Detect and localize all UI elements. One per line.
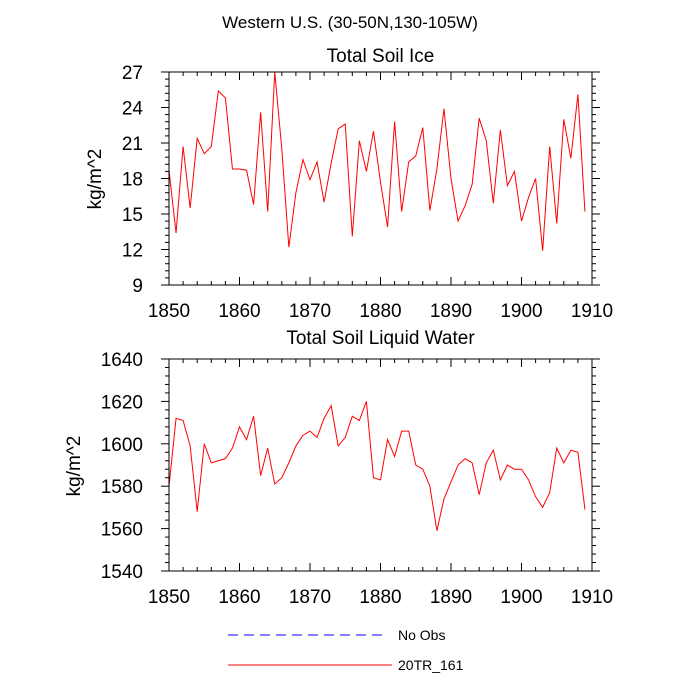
y-tick-label: 1600 xyxy=(101,435,143,456)
y-tick-label: 1620 xyxy=(101,392,143,413)
x-tick-label: 1860 xyxy=(218,587,260,608)
y-tick-label: 21 xyxy=(122,134,143,155)
legend: No Obs 20TR_161 xyxy=(228,627,464,673)
x-tick-label: 1890 xyxy=(430,587,472,608)
x-tick-label: 1860 xyxy=(218,301,260,322)
panel-title: Total Soil Liquid Water xyxy=(286,328,475,349)
y-tick-label: 24 xyxy=(122,99,144,120)
y-tick-label: 1640 xyxy=(101,350,143,371)
x-tick-label: 1850 xyxy=(148,301,190,322)
x-tick-label: 1850 xyxy=(148,587,190,608)
y-tick-label: 1560 xyxy=(101,520,143,541)
figure-title: Western U.S. (30-50N,130-105W) xyxy=(222,13,478,32)
plot-frame xyxy=(168,358,593,572)
panel-title: Total Soil Ice xyxy=(327,46,435,67)
x-tick-label: 1900 xyxy=(500,301,542,322)
x-tick-label: 1870 xyxy=(289,587,331,608)
y-tick-label: 9 xyxy=(132,276,143,297)
y-tick-label: 1540 xyxy=(101,562,143,583)
y-tick-label: 12 xyxy=(122,241,143,262)
x-tick-label: 1890 xyxy=(430,301,472,322)
x-tick-label: 1880 xyxy=(359,587,401,608)
x-tick-label: 1870 xyxy=(289,301,331,322)
x-tick-label: 1910 xyxy=(571,587,613,608)
series-line-0 xyxy=(168,71,586,251)
y-tick-label: 15 xyxy=(122,205,143,226)
y-tick-label: 27 xyxy=(122,63,143,84)
legend-label-no-obs: No Obs xyxy=(398,627,445,643)
panel-total-soil-ice: Total Soil Ice kg/m^2 1850 1860 1870 1880 18… xyxy=(85,46,613,322)
y-tick-label: 18 xyxy=(122,170,143,191)
x-tick-label: 1880 xyxy=(359,301,401,322)
y-tick-label: 1580 xyxy=(101,477,143,498)
legend-label-20tr-161: 20TR_161 xyxy=(398,657,464,673)
panel-total-soil-liquid-water: Total Soil Liquid Water kg/m^2 1850 1860 1… xyxy=(64,328,613,608)
series-line-0 xyxy=(168,401,586,531)
x-tick-label: 1900 xyxy=(500,587,542,608)
y-axis-label: kg/m^2 xyxy=(85,149,106,210)
y-axis-label: kg/m^2 xyxy=(64,436,85,497)
x-tick-label: 1910 xyxy=(571,301,613,322)
